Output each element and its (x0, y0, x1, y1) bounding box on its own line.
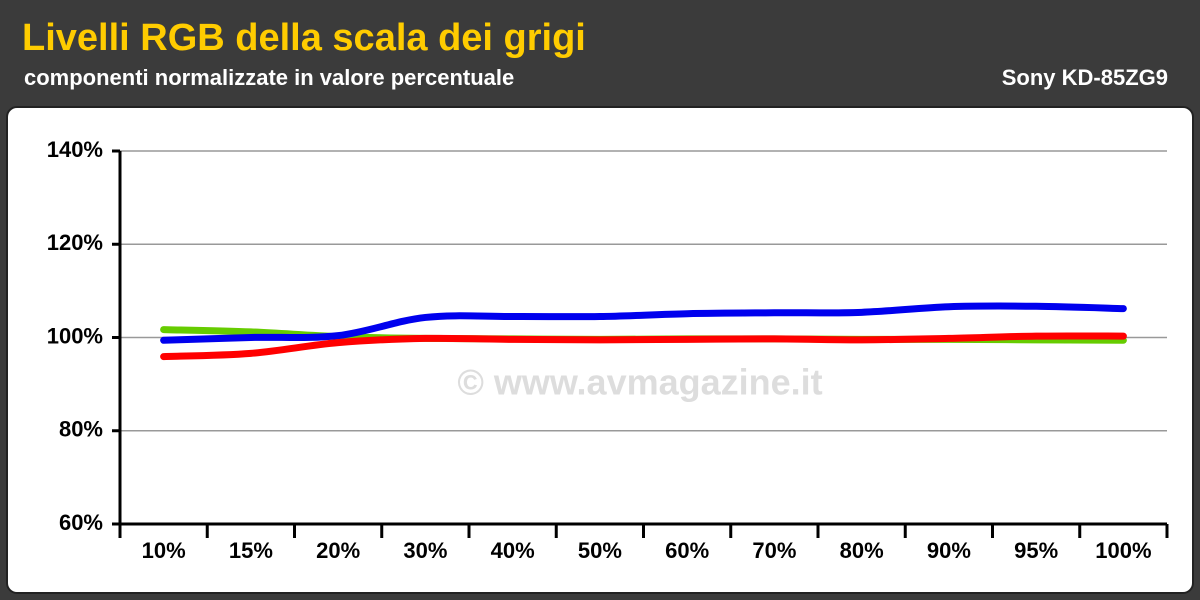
y-tick-label: 140% (47, 137, 103, 162)
x-tick-label: 40% (491, 538, 535, 563)
chart-subtitle: componenti normalizzate in valore percen… (24, 65, 514, 90)
series-line (160, 332, 1127, 361)
x-tick-label: 70% (752, 538, 796, 563)
device-name: Sony KD-85ZG9 (1002, 65, 1168, 90)
x-tick-label: 15% (229, 538, 273, 563)
y-tick-label: 80% (59, 417, 103, 442)
plot-area: 60% 80% 100% 120% 140% 10% 15% 20% 30% 40% 50% 60% 7… (47, 137, 1169, 563)
x-tick-label: 30% (403, 538, 447, 563)
watermark: © www.avmagazine.it (457, 362, 822, 403)
plot-panel (6, 106, 1194, 594)
x-tick-label: 50% (578, 538, 622, 563)
x-tick-label: 10% (142, 538, 186, 563)
y-tick-label: 100% (47, 323, 103, 348)
x-tick-label: 90% (927, 538, 971, 563)
chart-title: Livelli RGB della scala dei grigi (22, 17, 586, 59)
y-tick-label: 120% (47, 230, 103, 255)
x-tick-label: 100% (1095, 538, 1151, 563)
y-tick-label: 60% (59, 510, 103, 535)
x-tick-label: 95% (1014, 538, 1058, 563)
x-tick-label: 60% (665, 538, 709, 563)
x-tick-label: 20% (316, 538, 360, 563)
series-line (160, 302, 1127, 344)
x-tick-label: 80% (840, 538, 884, 563)
